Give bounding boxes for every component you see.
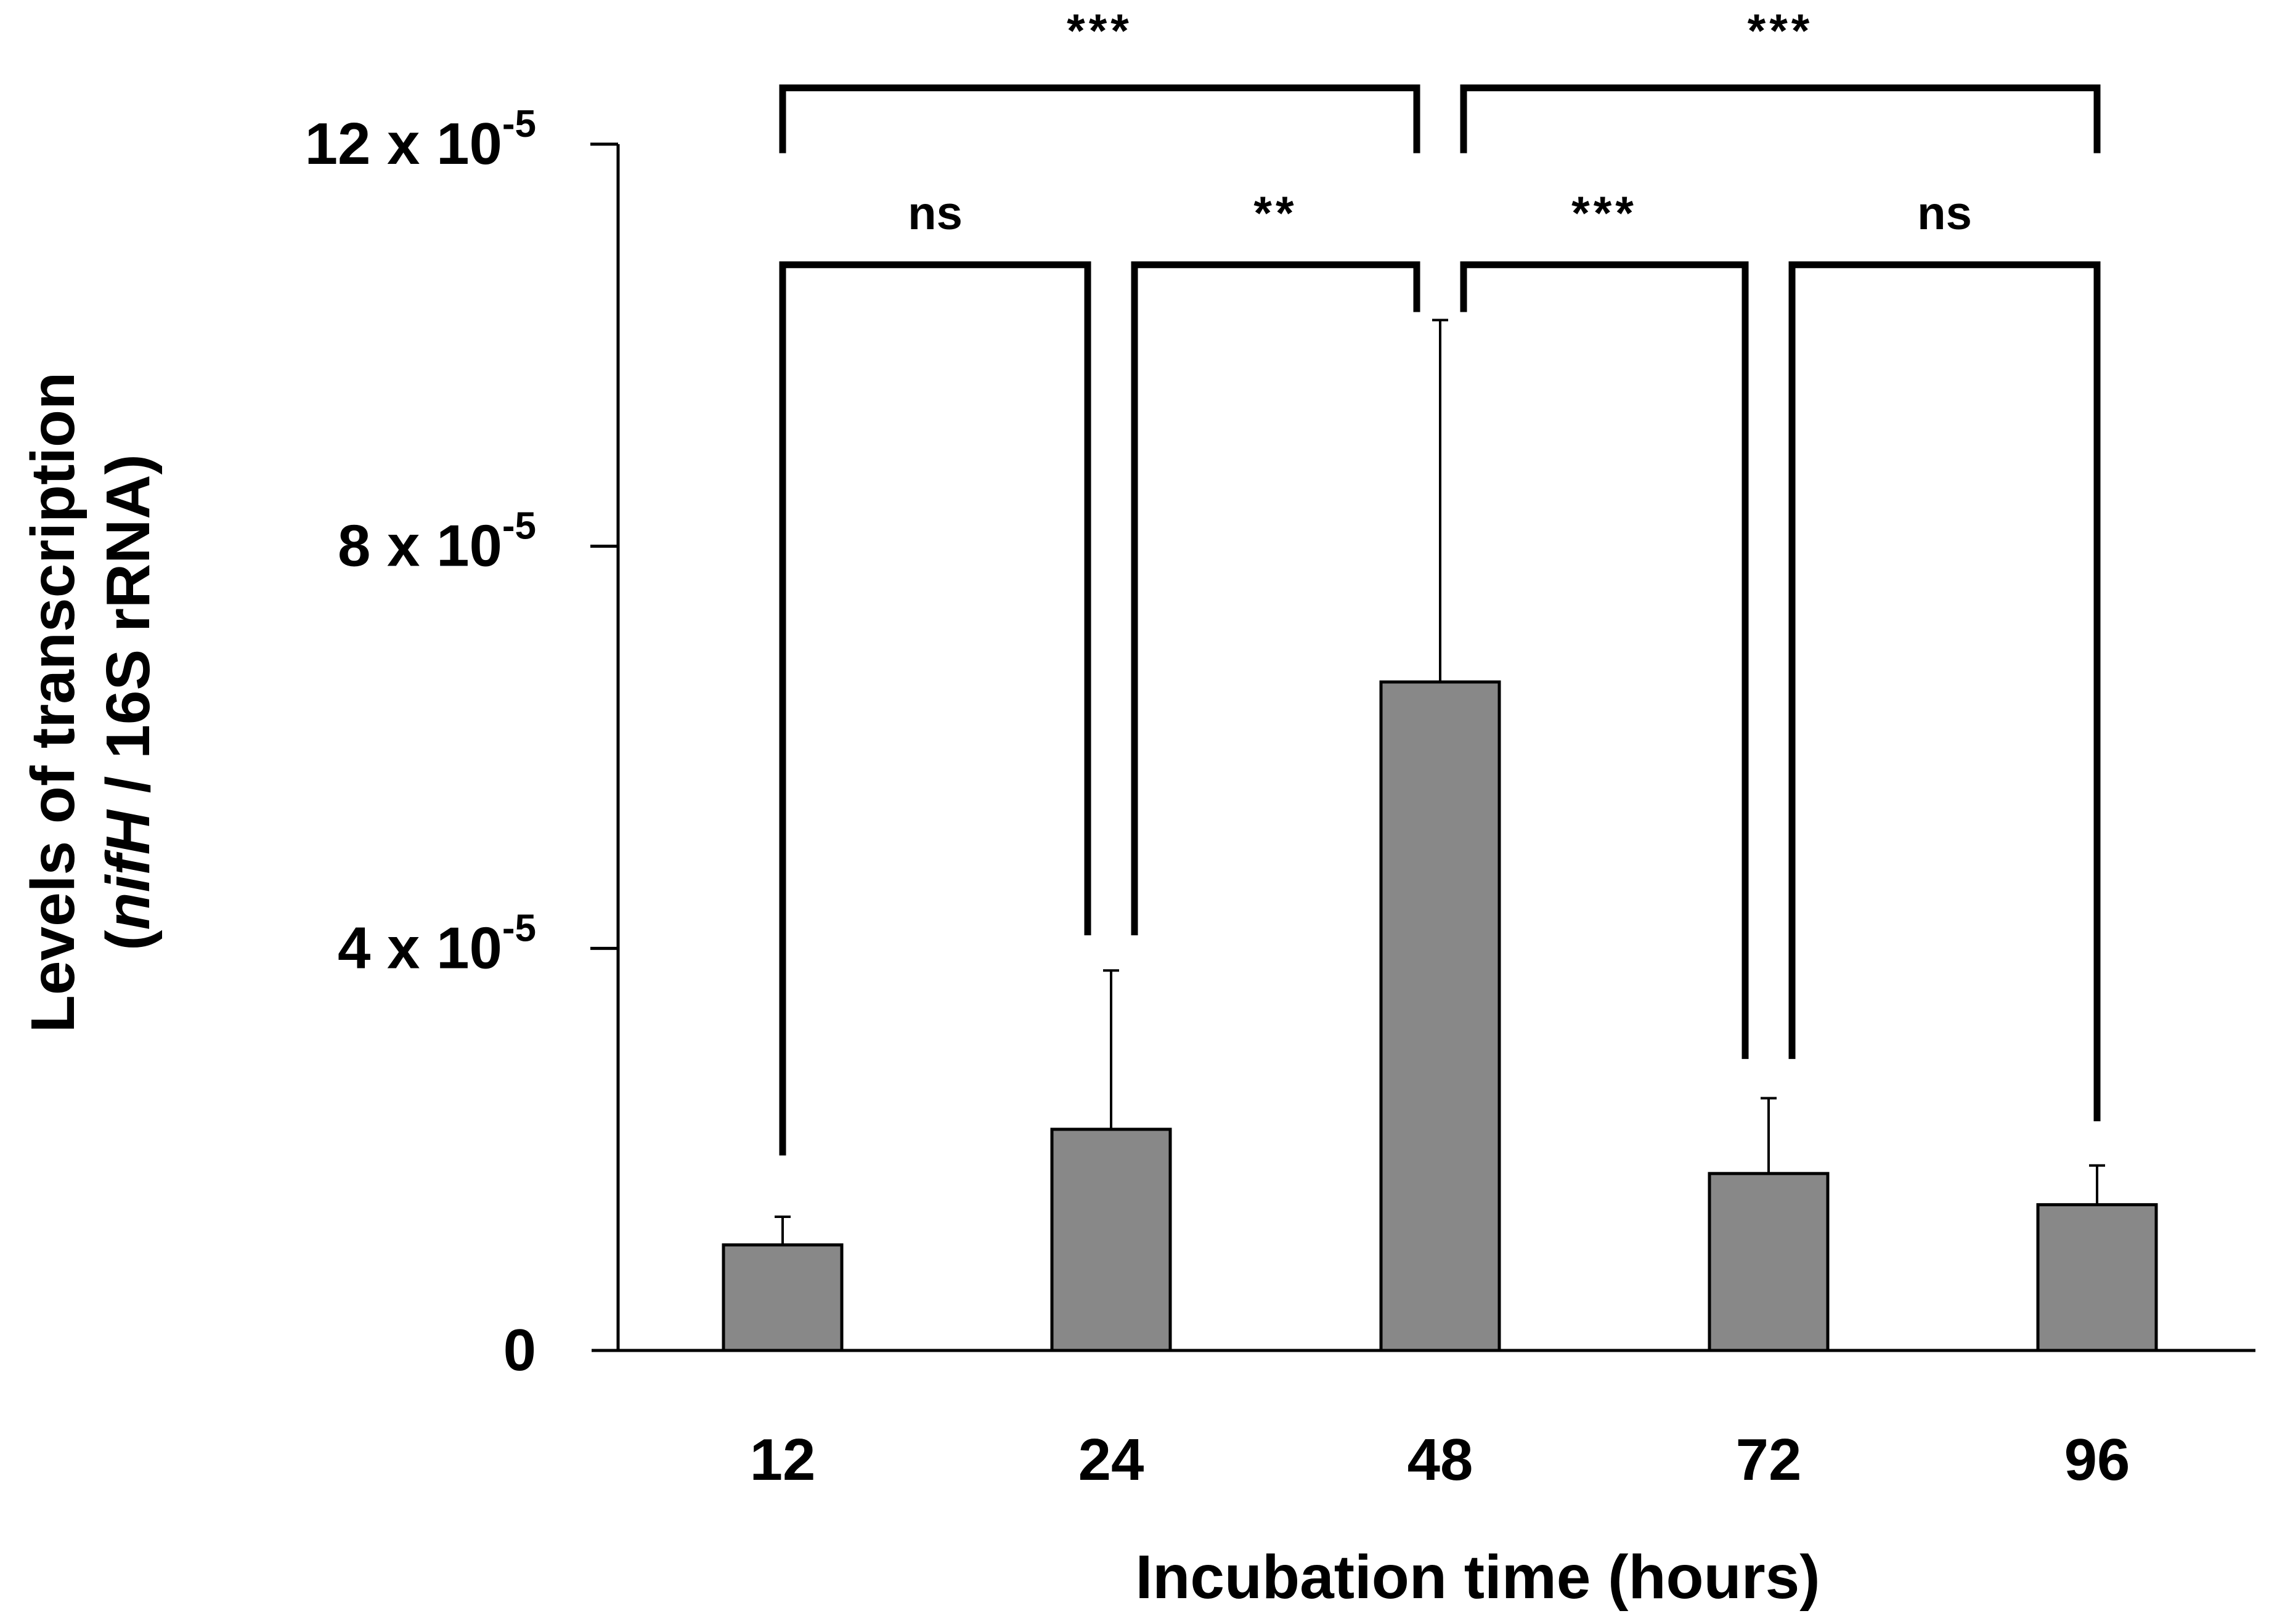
y-axis-title-line2: (nifH / 16S rRNA) <box>94 454 163 951</box>
significance-label: ns <box>1917 187 1972 240</box>
y-tick-exponent: -5 <box>502 103 536 145</box>
x-axis-title: Incubation time (hours) <box>1135 1543 1820 1612</box>
y-axis-ticks: 04 x 10-58 x 10-512 x 10-5 <box>305 103 618 1383</box>
x-tick-label-96: 96 <box>2064 1427 2130 1493</box>
x-tick-label-24: 24 <box>1078 1427 1144 1493</box>
significance-bracket <box>1460 261 1749 1059</box>
x-axis-ticks: 12 24 48 72 96 <box>750 1427 2130 1493</box>
bar-24 <box>1050 1127 1172 1352</box>
x-tick-label-12: 12 <box>750 1427 816 1493</box>
y-tick-mantissa: 12 x 10 <box>305 111 502 177</box>
bar-96 <box>2036 1203 2158 1352</box>
y-axis-title-italic-part: nifH <box>94 809 163 930</box>
error-bars <box>775 319 2105 1245</box>
y-tick-label: 12 x 10-5 <box>305 103 536 177</box>
y-tick-mantissa: 4 x 10 <box>338 915 502 981</box>
y-tick-mantissa: 8 x 10 <box>338 513 502 579</box>
bars <box>722 680 2158 1352</box>
y-tick-exponent: -5 <box>502 505 536 548</box>
x-tick-label-72: 72 <box>1736 1427 1802 1493</box>
y-axis-title-line1: Levels of transcription <box>18 372 88 1033</box>
y-tick-label: 4 x 10-5 <box>338 907 536 981</box>
significance-label: *** <box>1067 5 1133 57</box>
y-tick-exponent: -5 <box>502 907 536 949</box>
bar-72 <box>1708 1172 1830 1352</box>
significance-brackets: ns ** *** ns*** *** <box>779 5 2101 1156</box>
x-tick-label-48: 48 <box>1407 1427 1473 1493</box>
significance-bracket <box>779 261 1091 1156</box>
y-axis-title-part-0: ( <box>94 930 163 951</box>
significance-label: *** <box>1748 5 1814 57</box>
significance-label: *** <box>1571 187 1637 240</box>
y-tick-label: 8 x 10-5 <box>338 505 536 579</box>
significance-label: ns <box>908 187 963 240</box>
significance-bracket <box>1788 261 2101 1121</box>
significance-bracket <box>1131 261 1420 936</box>
significance-bracket <box>1460 84 2101 153</box>
significance-label: ** <box>1253 187 1297 240</box>
y-axis-title-part-2: / 16S rRNA) <box>94 454 163 810</box>
y-tick-label: 0 <box>503 1317 536 1383</box>
bar-48 <box>1379 680 1501 1352</box>
y-axis-title: Levels of transcription (nifH / 16S rRNA… <box>18 372 163 1033</box>
significance-bracket <box>779 84 1420 153</box>
bar-12 <box>722 1243 844 1352</box>
